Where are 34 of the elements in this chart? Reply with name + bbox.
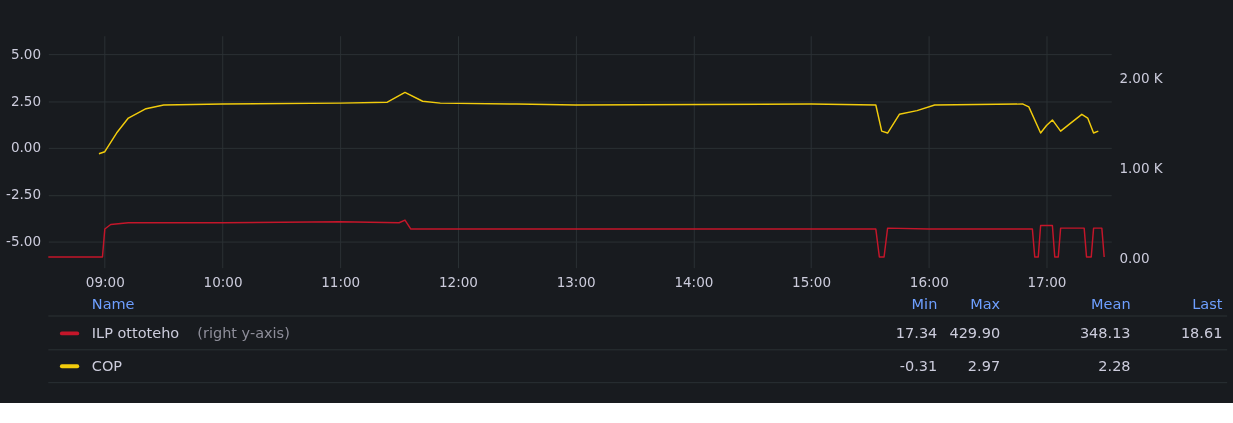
- x-tick-label: 17:00: [1027, 273, 1067, 290]
- y-tick-label: -2.50: [6, 186, 42, 203]
- x-tick-label: 13:00: [556, 273, 596, 290]
- text: 348.13: [1079, 325, 1131, 342]
- y-tick-label: 5.00: [10, 45, 42, 62]
- text: 17.34: [895, 325, 938, 342]
- y-tick-label: -5.00: [6, 232, 42, 249]
- line-series: [98, 91, 1100, 155]
- y2-tick-label: 2.00 K: [1119, 70, 1164, 87]
- text: Min: [911, 296, 938, 313]
- text: (right y-axis): [197, 325, 290, 342]
- x-tick-label: 16:00: [909, 273, 949, 290]
- y-tick-label: 2.50: [10, 92, 42, 109]
- text: Max: [970, 296, 1001, 313]
- text: Last: [1192, 296, 1223, 313]
- legend-label: COP: [91, 358, 123, 375]
- text: Name: [91, 296, 135, 313]
- text: 2.28: [1098, 358, 1131, 375]
- y2-tick-label: 0.00: [1119, 250, 1150, 267]
- x-tick-label: 15:00: [792, 273, 832, 290]
- x-tick-label: 11:00: [321, 273, 361, 290]
- y2-tick-label: 1.00 K: [1119, 160, 1164, 177]
- x-tick-label: 12:00: [438, 273, 478, 290]
- line-series: [47, 219, 1105, 258]
- text: 2.97: [967, 358, 1001, 375]
- x-tick-label: 10:00: [203, 273, 243, 290]
- text: Mean: [1091, 296, 1131, 313]
- x-tick-label: 14:00: [674, 273, 714, 290]
- y-tick-label: 0.00: [10, 139, 42, 156]
- x-tick-label: 09:00: [85, 273, 125, 290]
- legend-label: ILP ottoteho: [91, 325, 180, 342]
- text: -0.31: [899, 358, 938, 375]
- text: 429.90: [949, 325, 1001, 342]
- text: 18.61: [1180, 325, 1223, 342]
